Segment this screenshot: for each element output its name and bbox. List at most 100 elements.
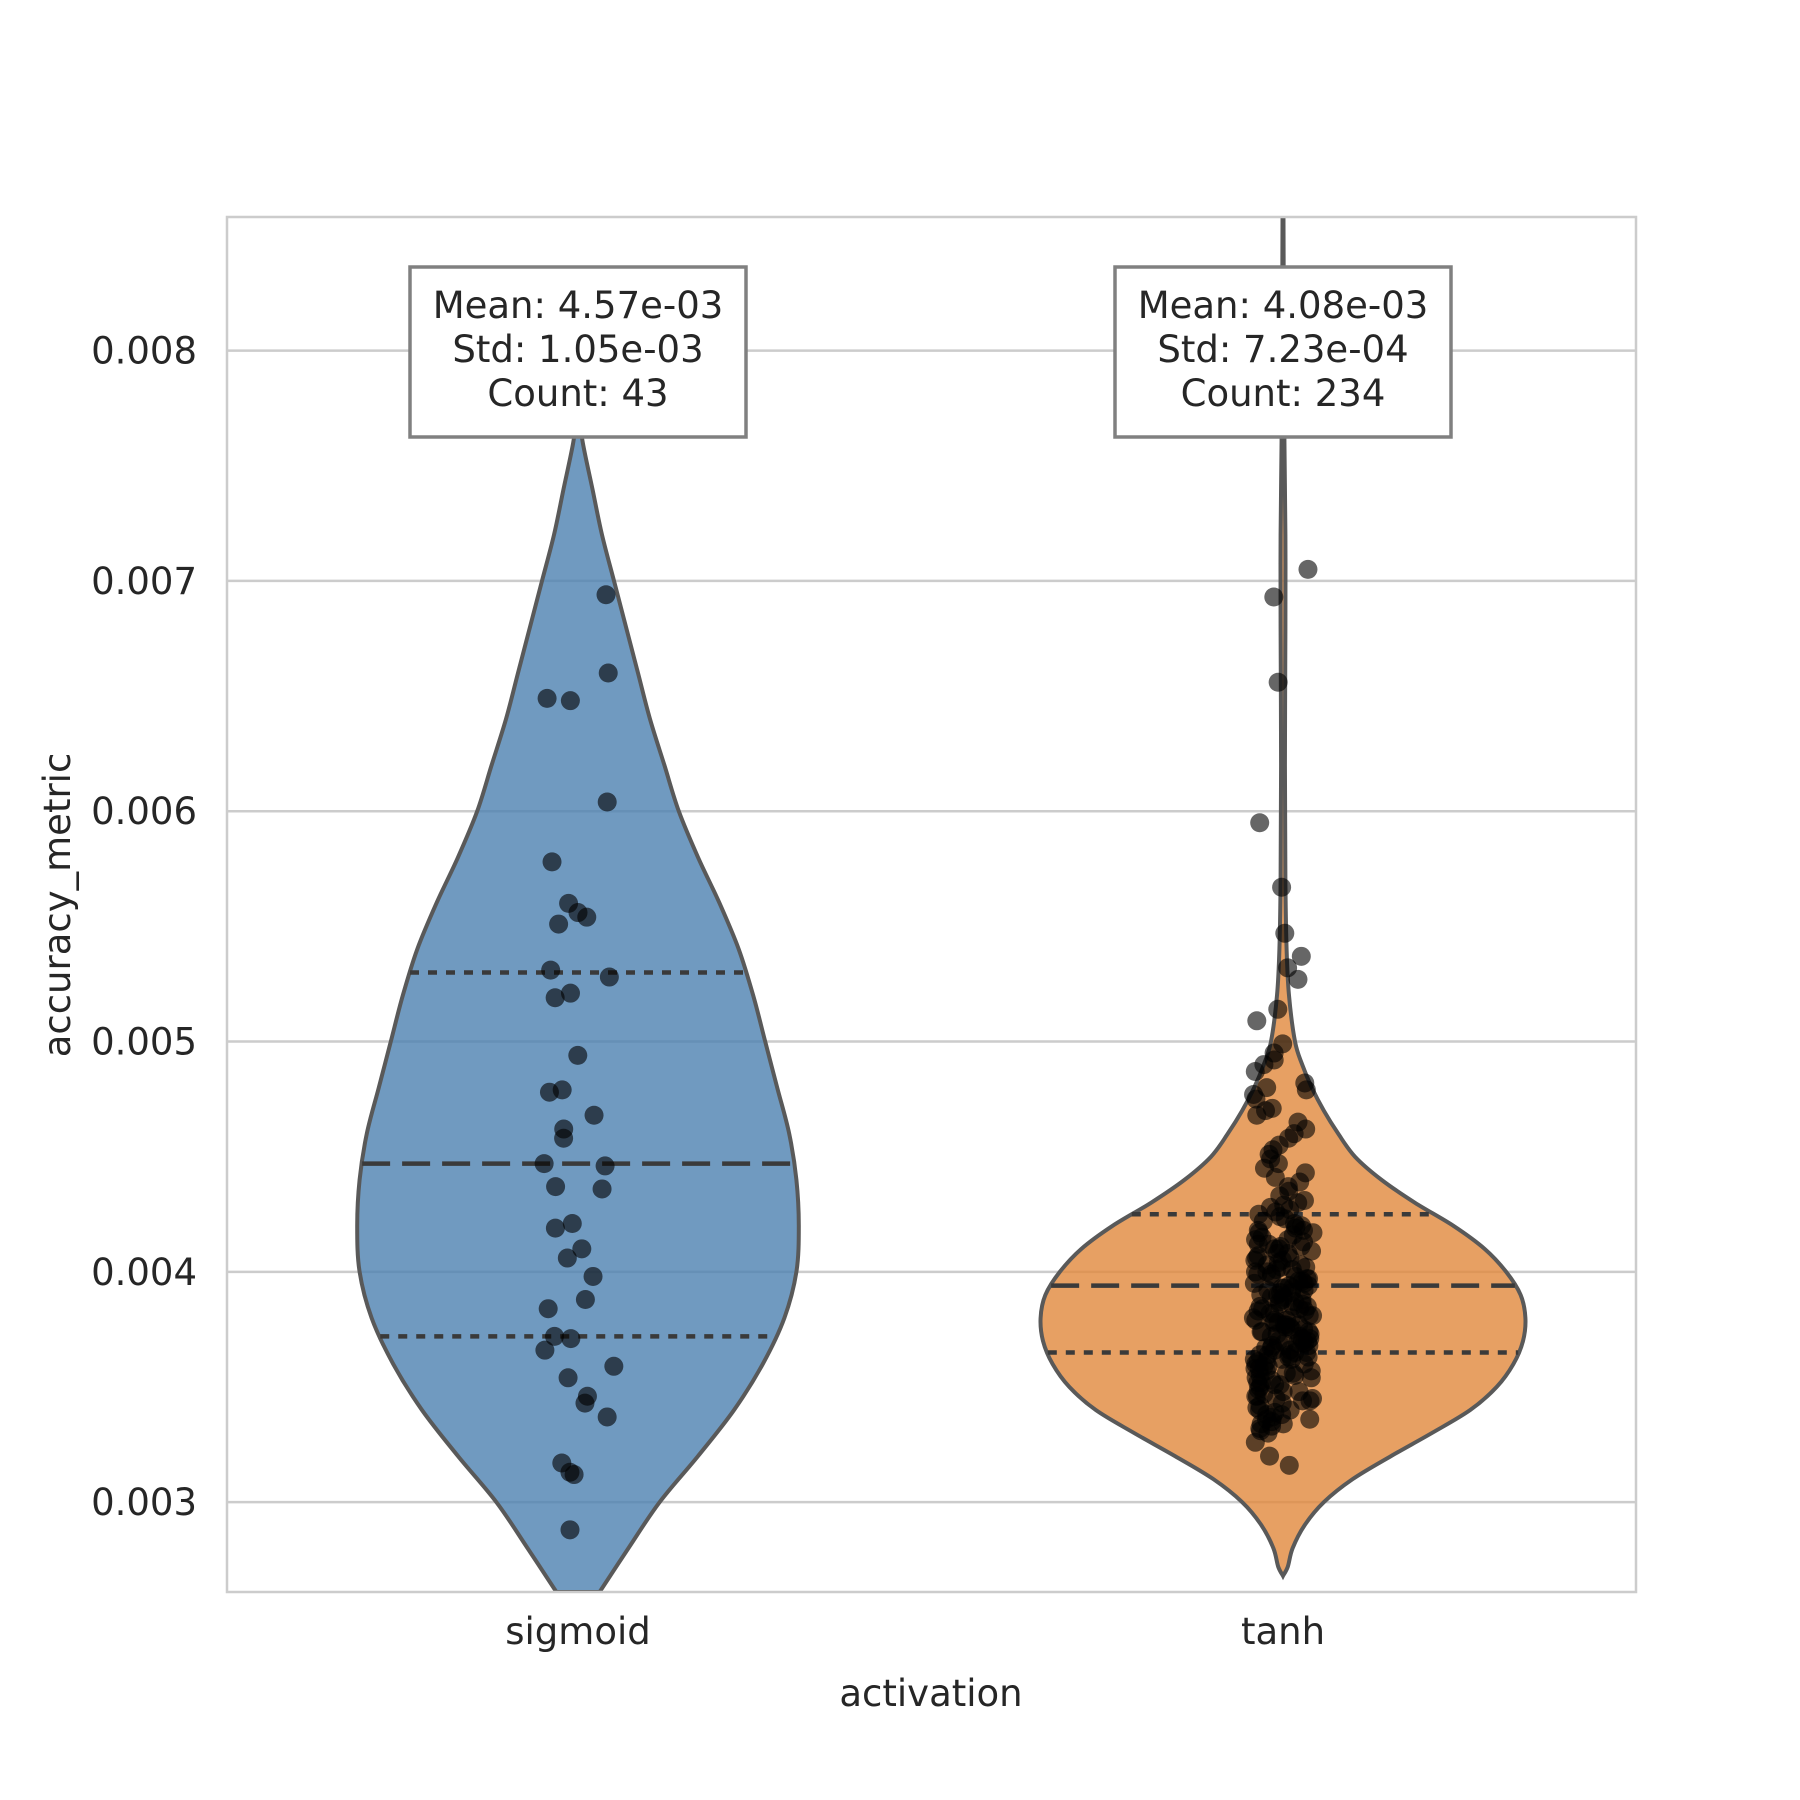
- stat-box-frame: [1113, 265, 1453, 439]
- data-point-sigmoid: [562, 1213, 582, 1233]
- data-point-tanh: [1288, 969, 1308, 989]
- stat-line: Count: 234: [1181, 372, 1386, 415]
- data-point-tanh: [1247, 1105, 1267, 1125]
- data-point-sigmoid: [539, 1082, 559, 1102]
- stat-line: Std: 7.23e-04: [1157, 328, 1408, 371]
- data-point-sigmoid: [541, 960, 561, 980]
- data-point-tanh: [1247, 1011, 1267, 1031]
- data-point-sigmoid: [542, 852, 562, 872]
- data-point-tanh: [1289, 1315, 1309, 1335]
- data-point-tanh: [1268, 999, 1288, 1019]
- data-point-tanh: [1288, 1193, 1308, 1213]
- y-tick-labels: 0.003 0.004 0.005 0.006 0.007 0.008: [91, 330, 197, 1525]
- stat-line: Count: 43: [487, 372, 668, 415]
- data-point-tanh: [1282, 1349, 1302, 1369]
- data-point-sigmoid: [554, 1128, 574, 1148]
- data-point-tanh: [1250, 1296, 1270, 1316]
- data-point-sigmoid: [549, 914, 569, 934]
- data-point-tanh: [1253, 1211, 1273, 1231]
- data-point-sigmoid: [597, 792, 617, 812]
- data-point-sigmoid: [560, 691, 580, 711]
- violin-body-sigmoid: [355, 407, 801, 1592]
- data-point-sigmoid: [604, 1356, 624, 1376]
- data-point-sigmoid: [545, 988, 565, 1008]
- data-point-sigmoid: [560, 983, 580, 1003]
- y-tick-label: 0.003: [91, 1481, 197, 1524]
- data-point-tanh: [1273, 1414, 1293, 1434]
- data-point-tanh: [1292, 1216, 1312, 1236]
- data-point-sigmoid: [592, 1179, 612, 1199]
- data-point-tanh: [1266, 1389, 1286, 1409]
- data-point-tanh: [1300, 1409, 1320, 1429]
- data-point-sigmoid: [537, 688, 557, 708]
- data-point-tanh: [1285, 1366, 1305, 1386]
- data-point-sigmoid: [535, 1340, 555, 1360]
- data-point-tanh: [1291, 1255, 1311, 1275]
- data-point-tanh: [1268, 672, 1288, 692]
- y-tick-label: 0.007: [91, 560, 197, 603]
- data-point-tanh: [1250, 813, 1270, 833]
- data-point-sigmoid: [534, 1154, 554, 1174]
- data-points: [534, 559, 1323, 1540]
- data-point-sigmoid: [564, 1465, 584, 1485]
- x-tick-label-sigmoid: sigmoid: [505, 1610, 651, 1653]
- data-point-tanh: [1272, 1278, 1292, 1298]
- y-axis-title: accuracy_metric: [36, 753, 79, 1058]
- data-point-sigmoid: [584, 1105, 604, 1125]
- data-point-tanh: [1302, 1241, 1322, 1261]
- data-point-tanh: [1257, 1405, 1277, 1425]
- data-point-sigmoid: [557, 1248, 577, 1268]
- y-tick-label: 0.004: [91, 1251, 197, 1294]
- data-point-sigmoid: [583, 1266, 603, 1286]
- data-point-tanh: [1264, 1239, 1284, 1259]
- data-point-tanh: [1269, 1331, 1289, 1351]
- data-point-sigmoid: [572, 1239, 592, 1259]
- data-point-tanh: [1251, 1322, 1271, 1342]
- data-point-tanh: [1260, 1446, 1280, 1466]
- data-point-tanh: [1264, 587, 1284, 607]
- data-point-tanh: [1251, 1372, 1271, 1392]
- stat-line: Mean: 4.08e-03: [1138, 284, 1429, 327]
- data-point-tanh: [1245, 1061, 1265, 1081]
- x-tick-labels: sigmoid tanh: [505, 1610, 1325, 1653]
- data-point-sigmoid: [538, 1299, 558, 1319]
- data-point-tanh: [1275, 923, 1295, 943]
- data-point-tanh: [1272, 877, 1292, 897]
- data-point-sigmoid: [595, 1156, 615, 1176]
- data-point-sigmoid: [558, 1368, 578, 1388]
- y-tick-label: 0.008: [91, 330, 197, 373]
- stat-line: Mean: 4.57e-03: [433, 284, 724, 327]
- x-axis-title: activation: [839, 1672, 1022, 1715]
- data-point-sigmoid: [560, 1520, 580, 1540]
- data-point-tanh: [1248, 1234, 1268, 1254]
- data-point-sigmoid: [596, 585, 616, 605]
- data-point-sigmoid: [599, 967, 619, 987]
- stat-line: Std: 1.05e-03: [452, 328, 703, 371]
- x-tick-label-tanh: tanh: [1241, 1610, 1325, 1653]
- y-tick-label: 0.006: [91, 790, 197, 833]
- data-point-tanh: [1258, 1356, 1278, 1376]
- data-point-tanh: [1298, 559, 1318, 579]
- data-point-tanh: [1279, 1455, 1299, 1475]
- data-point-sigmoid: [575, 1289, 595, 1309]
- data-point-tanh: [1291, 946, 1311, 966]
- data-point-tanh: [1296, 1080, 1316, 1100]
- data-point-tanh: [1293, 1391, 1313, 1411]
- y-tick-label: 0.005: [91, 1021, 197, 1064]
- plot-frame: [225, 215, 1638, 1594]
- data-point-sigmoid: [597, 1407, 617, 1427]
- data-point-sigmoid: [568, 1045, 588, 1065]
- data-point-tanh: [1294, 1333, 1314, 1353]
- data-point-sigmoid: [577, 907, 597, 927]
- data-point-sigmoid: [546, 1177, 566, 1197]
- data-point-sigmoid: [575, 1393, 595, 1413]
- data-point-sigmoid: [545, 1326, 565, 1346]
- stat-box-frame: [408, 265, 748, 439]
- data-point-sigmoid: [545, 1218, 565, 1238]
- data-point-sigmoid: [561, 1329, 581, 1349]
- data-point-sigmoid: [598, 663, 618, 683]
